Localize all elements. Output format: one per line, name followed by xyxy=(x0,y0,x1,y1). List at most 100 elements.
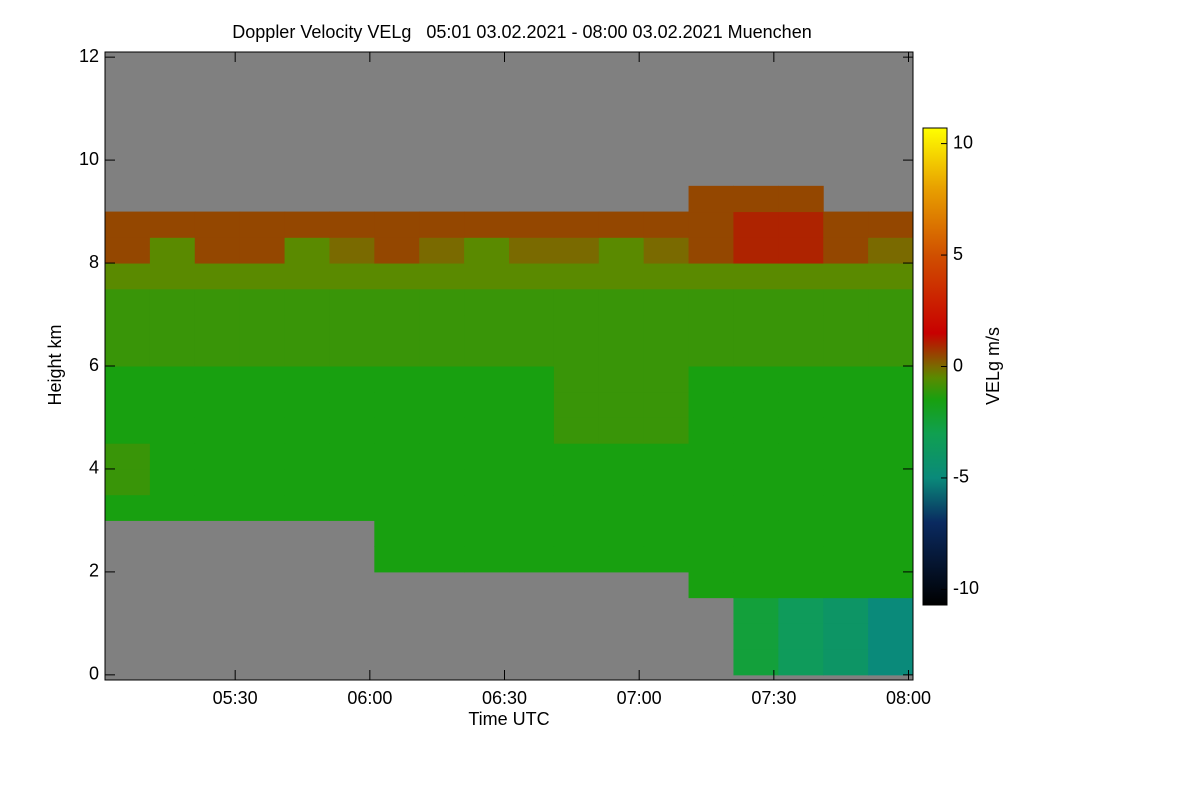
heat-cell xyxy=(688,520,734,547)
heat-cell xyxy=(329,468,375,496)
heat-cell xyxy=(464,443,510,470)
heat-cell xyxy=(284,391,330,418)
heat-cell xyxy=(643,391,690,418)
heat-cell xyxy=(778,649,824,676)
heat-cell xyxy=(464,288,510,316)
colorbar-label: VELg m/s xyxy=(983,327,1003,405)
heat-cell xyxy=(778,366,824,393)
heat-cell xyxy=(868,546,914,573)
heat-cell xyxy=(329,288,375,316)
heat-cell xyxy=(868,288,914,316)
heat-cell xyxy=(239,263,286,290)
heat-cell xyxy=(105,237,151,264)
heat-cell xyxy=(553,468,600,496)
heat-cell xyxy=(419,288,465,316)
heat-cell xyxy=(778,417,824,444)
heat-cell xyxy=(149,366,196,393)
heat-cell xyxy=(733,649,779,676)
heat-cell xyxy=(598,211,645,238)
heat-cell xyxy=(105,417,151,444)
heat-cell xyxy=(419,263,465,290)
heat-cell xyxy=(509,443,555,470)
heat-cell xyxy=(598,340,645,367)
heat-cell xyxy=(868,443,914,470)
heat-cell xyxy=(778,546,824,573)
heat-cell xyxy=(239,391,286,418)
heat-cell xyxy=(868,571,914,599)
colorbar-tick-label: -5 xyxy=(953,467,969,487)
heat-cell xyxy=(419,468,465,496)
heat-cell xyxy=(284,237,330,264)
heat-cell xyxy=(105,443,151,470)
heat-cell xyxy=(284,314,330,341)
heat-cell xyxy=(239,288,286,316)
heat-cell xyxy=(643,494,690,521)
heat-cell xyxy=(374,263,420,290)
heat-cell xyxy=(464,391,510,418)
heat-cell xyxy=(598,520,645,547)
heat-cell xyxy=(329,391,375,418)
heat-cell xyxy=(553,494,600,521)
heat-cell xyxy=(149,211,196,238)
heat-cell xyxy=(823,520,869,547)
heat-cell xyxy=(868,391,914,418)
heat-cell xyxy=(464,366,510,393)
y-tick-label: 10 xyxy=(79,149,99,169)
heat-cell xyxy=(778,340,824,367)
heat-cell xyxy=(688,314,734,341)
heat-cell xyxy=(733,314,779,341)
heat-cell xyxy=(643,417,690,444)
heat-cell xyxy=(733,468,779,496)
heat-cell xyxy=(194,340,241,367)
y-tick-label: 4 xyxy=(89,458,99,478)
heat-cell xyxy=(553,443,600,470)
x-tick-label: 07:00 xyxy=(617,688,662,708)
heat-cell xyxy=(778,443,824,470)
heat-cell xyxy=(419,366,465,393)
heat-cell xyxy=(643,366,690,393)
heat-cell xyxy=(778,494,824,521)
heat-cell xyxy=(733,571,779,599)
heat-cell xyxy=(329,417,375,444)
heat-cell xyxy=(553,288,600,316)
heat-cell xyxy=(688,340,734,367)
heat-cell xyxy=(374,443,420,470)
heat-cell xyxy=(598,263,645,290)
heat-cell xyxy=(374,391,420,418)
heat-cell xyxy=(149,443,196,470)
heat-cell xyxy=(284,417,330,444)
heat-cell xyxy=(149,468,196,496)
heat-cell xyxy=(823,211,869,238)
heat-cell xyxy=(823,366,869,393)
heat-cell xyxy=(778,185,824,213)
heat-cell xyxy=(868,417,914,444)
heat-cell xyxy=(149,263,196,290)
heat-cell xyxy=(509,237,555,264)
heat-cell xyxy=(823,597,869,624)
heat-cell xyxy=(149,237,196,264)
heat-cell xyxy=(598,288,645,316)
colorbar-tick-label: 10 xyxy=(953,132,973,152)
heat-cell xyxy=(284,443,330,470)
heat-cell xyxy=(509,417,555,444)
colorbar-tick-label: -10 xyxy=(953,578,979,598)
heat-cell xyxy=(733,185,779,213)
heat-cell xyxy=(778,391,824,418)
heat-cell xyxy=(239,237,286,264)
heat-cell xyxy=(149,288,196,316)
heat-cell xyxy=(464,494,510,521)
y-tick-label: 2 xyxy=(89,561,99,581)
heat-cell xyxy=(105,366,151,393)
heat-cell xyxy=(868,366,914,393)
heat-cell xyxy=(823,468,869,496)
heat-cell xyxy=(868,623,914,650)
heat-cell xyxy=(688,468,734,496)
heat-cell xyxy=(778,237,824,264)
heat-cell xyxy=(284,494,330,521)
heat-cell xyxy=(509,546,555,573)
heat-cell xyxy=(239,340,286,367)
chart-title: Doppler Velocity VELg 05:01 03.02.2021 -… xyxy=(232,22,811,42)
heat-cell xyxy=(868,314,914,341)
heat-cell xyxy=(553,366,600,393)
